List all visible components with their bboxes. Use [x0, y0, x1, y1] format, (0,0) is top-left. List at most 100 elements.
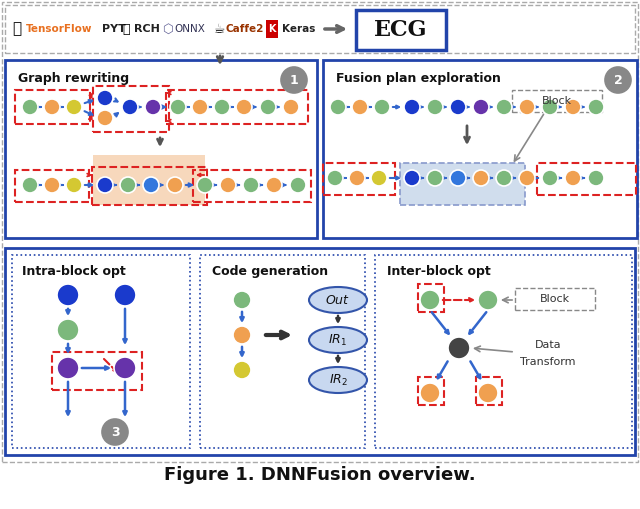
Circle shape [420, 383, 440, 403]
Bar [323, 163, 395, 195]
Circle shape [281, 67, 307, 93]
Circle shape [404, 170, 420, 186]
Bar [193, 170, 311, 202]
Bar [512, 90, 602, 112]
Text: Graph rewriting: Graph rewriting [18, 71, 129, 84]
Circle shape [102, 419, 128, 445]
Circle shape [260, 99, 276, 115]
Text: Keras: Keras [282, 24, 316, 34]
Circle shape [450, 99, 466, 115]
Circle shape [44, 177, 60, 193]
Bar [5, 248, 635, 455]
Circle shape [542, 170, 558, 186]
Circle shape [66, 177, 82, 193]
Circle shape [97, 90, 113, 106]
Circle shape [197, 177, 213, 193]
Text: Transform: Transform [520, 357, 576, 367]
Bar [418, 377, 444, 405]
Bar [200, 255, 365, 448]
Text: Fusion plan exploration: Fusion plan exploration [336, 71, 501, 84]
Bar [400, 163, 525, 205]
Circle shape [352, 99, 368, 115]
Text: ⬡: ⬡ [162, 22, 173, 36]
Bar [5, 60, 317, 238]
Text: 🔸: 🔸 [12, 21, 21, 37]
Circle shape [233, 326, 251, 344]
Text: PYT: PYT [102, 24, 126, 34]
Bar [93, 86, 169, 132]
Text: 3: 3 [111, 426, 119, 438]
Text: ☕: ☕ [213, 22, 224, 36]
Bar [400, 163, 525, 205]
Text: Caffe2: Caffe2 [226, 24, 264, 34]
Circle shape [496, 99, 512, 115]
Circle shape [243, 177, 259, 193]
Circle shape [349, 170, 365, 186]
Circle shape [450, 170, 466, 186]
Circle shape [565, 170, 581, 186]
Circle shape [371, 170, 387, 186]
Circle shape [427, 170, 443, 186]
Circle shape [233, 361, 251, 379]
Circle shape [327, 170, 343, 186]
Circle shape [473, 170, 489, 186]
Ellipse shape [309, 327, 367, 353]
Circle shape [588, 170, 604, 186]
Circle shape [283, 99, 299, 115]
Bar [476, 377, 502, 405]
Circle shape [145, 99, 161, 115]
Circle shape [57, 319, 79, 341]
Bar [12, 255, 190, 448]
Circle shape [473, 99, 489, 115]
Text: $Out$: $Out$ [326, 294, 351, 306]
Bar [15, 90, 90, 124]
Bar [93, 155, 205, 205]
Text: Data: Data [534, 340, 561, 350]
Ellipse shape [309, 367, 367, 393]
Circle shape [57, 284, 79, 306]
Circle shape [214, 99, 230, 115]
Circle shape [122, 99, 138, 115]
Bar [52, 352, 142, 390]
Circle shape [114, 284, 136, 306]
Circle shape [404, 99, 420, 115]
Circle shape [143, 177, 159, 193]
Text: Intra-block opt: Intra-block opt [22, 266, 125, 278]
Circle shape [44, 99, 60, 115]
Circle shape [170, 99, 186, 115]
Bar [15, 170, 89, 202]
Text: Block: Block [540, 294, 570, 304]
Bar [166, 90, 308, 124]
Circle shape [420, 290, 440, 310]
Text: 🔥: 🔥 [122, 22, 129, 36]
Circle shape [167, 177, 183, 193]
Text: Inter-block opt: Inter-block opt [387, 266, 491, 278]
Ellipse shape [309, 287, 367, 313]
Text: Figure 1. DNNFusion overview.: Figure 1. DNNFusion overview. [164, 466, 476, 484]
Circle shape [588, 99, 604, 115]
Bar [266, 20, 278, 38]
Circle shape [330, 99, 346, 115]
Circle shape [427, 99, 443, 115]
Bar [537, 163, 636, 195]
Bar [418, 284, 444, 312]
Bar [515, 288, 595, 310]
Text: TensorFlow: TensorFlow [26, 24, 93, 34]
Bar [92, 167, 207, 205]
Circle shape [57, 357, 79, 379]
Text: 1: 1 [290, 73, 298, 87]
Circle shape [97, 177, 113, 193]
Circle shape [565, 99, 581, 115]
Text: Code generation: Code generation [212, 266, 328, 278]
Circle shape [478, 290, 498, 310]
Bar [5, 5, 635, 53]
Circle shape [97, 110, 113, 126]
Text: ECG: ECG [374, 19, 428, 41]
Circle shape [192, 99, 208, 115]
Circle shape [22, 177, 38, 193]
Circle shape [236, 99, 252, 115]
Circle shape [496, 170, 512, 186]
Circle shape [374, 99, 390, 115]
Circle shape [114, 357, 136, 379]
Text: Block: Block [542, 96, 572, 106]
